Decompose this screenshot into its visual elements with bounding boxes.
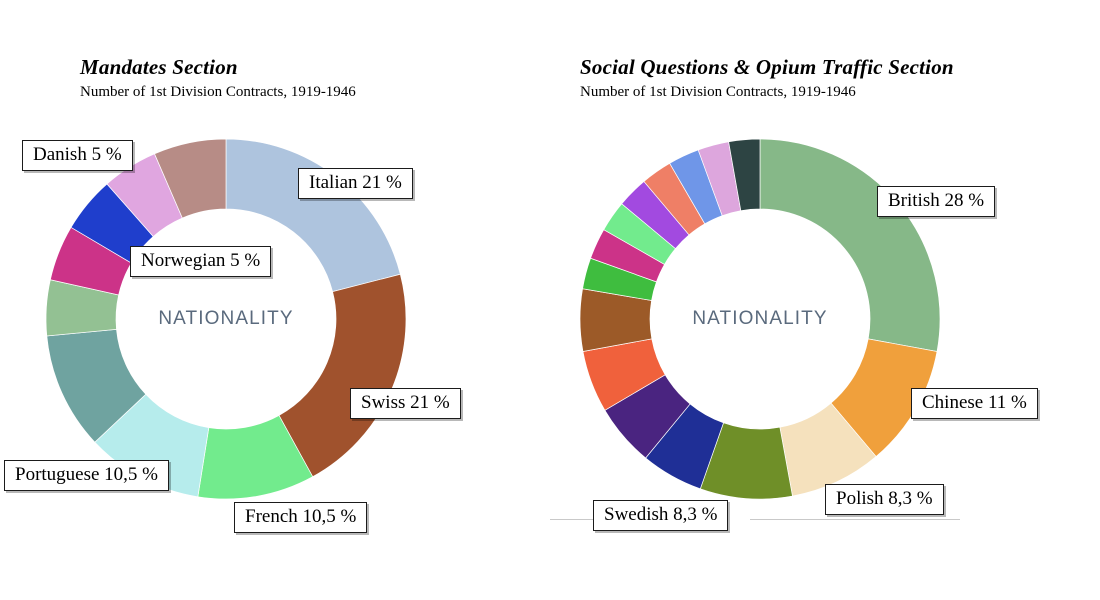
donut-chart-social-questions: British 28 %Chinese 11 %Polish 8.3 %Swed… [575,134,945,504]
chart-panel-mandates: Mandates Section Number of 1st Division … [4,55,550,533]
callout-chinese: Chinese 11 % [911,388,1038,419]
center-label-social-questions: NATIONALITY [692,308,828,329]
donut-slice: British 28 % [759,138,941,352]
donut-slice: Italian 21 % [225,138,401,293]
page-subtitle-mandates: Number of 1st Division Contracts, 1919-1… [80,83,356,100]
title-block-mandates: Mandates Section Number of 1st Division … [80,55,550,101]
callout-italian: Italian 21 % [298,168,413,199]
callout-portuguese: Portuguese 10,5 % [4,460,170,491]
callout-french: French 10,5 % [234,502,368,533]
donut-slice: Unlabelled (dark slate) 2.8 % [728,138,761,212]
chart-panel-social-questions: Social Questions & Opium Traffic Section… [550,0,1100,600]
donut-chart-mandates: Italian 21 %Swiss 21 %French 10.5 %Portu… [41,134,411,504]
callout-swiss: Swiss 21 % [350,388,461,419]
callout-british: British 28 % [877,186,996,217]
leader-line-polish [750,519,960,520]
page-title-mandates: Mandates Section [80,55,238,79]
callout-danish: Danish 5 % [22,140,133,171]
page-subtitle-social-questions: Number of 1st Division Contracts, 1919-1… [580,83,856,100]
center-label-mandates: NATIONALITY [158,308,294,329]
callout-polish: Polish 8,3 % [825,484,944,515]
donut-slice: Swiss 21 % [278,273,407,478]
donut-slice: Unlabelled (dusty rose) 6.5 % [154,138,227,219]
donut-svg-social-questions: British 28 %Chinese 11 %Polish 8.3 %Swed… [579,138,941,500]
callout-swedish: Swedish 8,3 % [593,500,729,531]
donut-svg-mandates: Italian 21 %Swiss 21 %French 10.5 %Portu… [45,138,407,500]
callout-norwegian: Norwegian 5 % [130,246,272,277]
page-title-social-questions: Social Questions & Opium Traffic Section [580,55,954,79]
title-block-social-questions: Social Questions & Opium Traffic Section… [580,55,1050,101]
